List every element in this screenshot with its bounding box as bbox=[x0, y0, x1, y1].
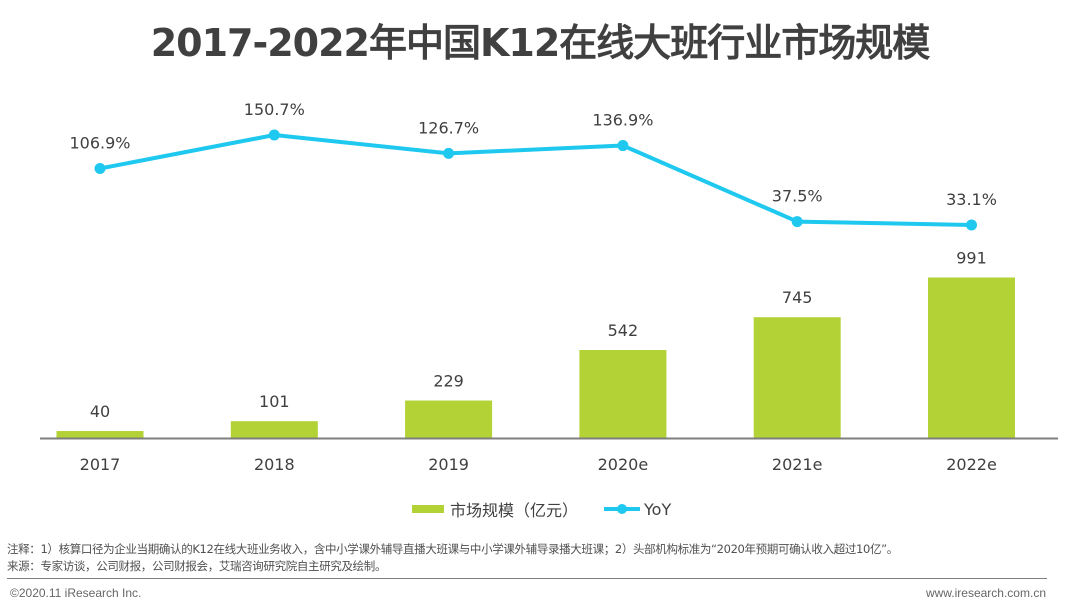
x-tick-2020e: 2020e bbox=[598, 455, 649, 474]
footer-divider bbox=[7, 578, 1047, 579]
yoy-label-2022e: 33.1% bbox=[946, 190, 997, 209]
yoy-label-2017: 106.9% bbox=[69, 134, 130, 153]
yoy-point-2018 bbox=[268, 129, 280, 141]
yoy-point-2019 bbox=[443, 147, 455, 159]
x-tick-labels: 2017 2018 2019 2020e 2021e 2022e bbox=[80, 455, 997, 474]
bar-2022e bbox=[928, 277, 1015, 438]
yoy-point-2020e bbox=[617, 140, 629, 152]
yoy-label-2020e: 136.9% bbox=[592, 111, 653, 130]
x-tick-2022e: 2022e bbox=[946, 455, 997, 474]
bar-label-2021e: 745 bbox=[782, 288, 813, 307]
yoy-data-labels: 106.9% 150.7% 126.7% 136.9% 37.5% 33.1% bbox=[69, 100, 996, 209]
bar-label-2019: 229 bbox=[433, 372, 464, 391]
x-tick-2018: 2018 bbox=[254, 455, 295, 474]
copyright: ©2020.11 iResearch Inc. bbox=[10, 586, 142, 600]
yoy-label-2021e: 37.5% bbox=[772, 187, 823, 206]
footnote: 注释：1）核算口径为企业当期确认的K12在线大班业务收入，含中小学课外辅导直播大… bbox=[7, 542, 898, 556]
bar-2020e bbox=[579, 349, 667, 438]
bar-label-2020e: 542 bbox=[608, 321, 639, 340]
legend: 市场规模（亿元） YoY bbox=[412, 497, 671, 521]
bar-2018 bbox=[230, 421, 318, 438]
yoy-point-2017 bbox=[94, 163, 106, 175]
bar-label-2017: 40 bbox=[90, 402, 110, 421]
legend-line-swatch bbox=[604, 504, 641, 514]
yoy-line bbox=[99, 133, 972, 227]
bar-data-labels: 40 101 229 542 745 991 bbox=[90, 249, 987, 422]
yoy-label-2018: 150.7% bbox=[244, 100, 305, 119]
bar-2019 bbox=[405, 400, 493, 438]
bar-series bbox=[56, 277, 1015, 438]
legend-line-marker-icon bbox=[617, 504, 628, 514]
x-tick-2021e: 2021e bbox=[772, 455, 823, 474]
website-link[interactable]: www.iresearch.com.cn bbox=[925, 586, 1046, 600]
bar-2017 bbox=[56, 431, 144, 438]
x-tick-2019: 2019 bbox=[428, 455, 469, 474]
source-note: 来源：专家访谈，公司财报，公司财报会，艾瑞咨询研究院自主研究及绘制。 bbox=[7, 559, 387, 573]
chart-title: 2017-2022年中国K12在线大班行业市场规模 bbox=[150, 21, 931, 65]
yoy-label-2019: 126.7% bbox=[418, 118, 479, 137]
legend-line-label: YoY bbox=[644, 499, 672, 519]
bar-label-2018: 101 bbox=[259, 392, 290, 411]
legend-bar-swatch bbox=[412, 505, 444, 513]
yoy-line-series bbox=[94, 129, 977, 231]
x-tick-2017: 2017 bbox=[80, 455, 121, 474]
bar-2021e bbox=[753, 317, 841, 438]
yoy-point-2021e bbox=[791, 216, 803, 228]
bar-label-2022e: 991 bbox=[956, 249, 987, 268]
yoy-point-2022e bbox=[966, 219, 977, 231]
legend-bar-label: 市场规模（亿元） bbox=[450, 501, 579, 520]
